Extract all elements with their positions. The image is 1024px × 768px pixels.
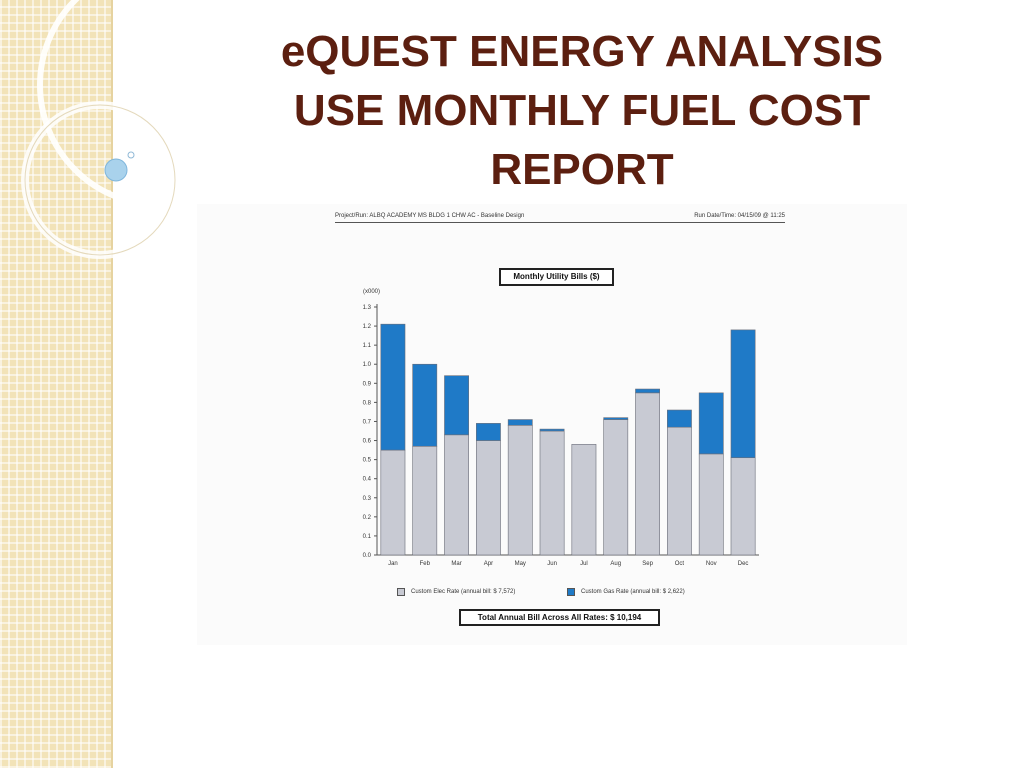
- y-tick-label: 1.2: [363, 324, 372, 330]
- slide-title: eQUEST ENERGY ANALYSIS USE MONTHLY FUEL …: [222, 22, 942, 199]
- bar-gas-oct: [667, 409, 692, 428]
- y-tick-label: 1.1: [363, 343, 372, 349]
- bar-elec-sep: [635, 392, 660, 556]
- bar-gas-nov: [698, 392, 724, 455]
- bar-gas-may: [507, 419, 533, 426]
- bar-elec-may: [507, 424, 533, 556]
- y-tick-label: 0.4: [363, 477, 372, 483]
- equest-report-image: Project/Run: ALBQ ACADEMY MS BLDG 1 CHW …: [197, 204, 907, 645]
- y-tick-label: 0.7: [363, 419, 372, 425]
- slide-title-line-2: USE MONTHLY FUEL COST: [293, 86, 871, 135]
- decorative-side-band: [0, 0, 113, 768]
- x-tick-label: Jan: [388, 561, 398, 567]
- x-tick-label: Sep: [642, 561, 653, 567]
- legend-swatch-elec: [397, 588, 405, 596]
- slide-title-line-3: REPORT: [490, 145, 674, 194]
- x-tick-label: Mar: [451, 561, 461, 567]
- bar-gas-feb: [412, 363, 438, 447]
- y-tick-label: 0.0: [363, 553, 372, 559]
- y-tick-label: 0.8: [363, 400, 372, 406]
- chart-legend: Custom Elec Rate (annual bill: $ 7,572) …: [397, 588, 737, 600]
- x-tick-label: Aug: [610, 561, 621, 567]
- report-header: Project/Run: ALBQ ACADEMY MS BLDG 1 CHW …: [335, 211, 785, 223]
- total-annual-bill: Total Annual Bill Across All Rates: $ 10…: [459, 609, 660, 626]
- project-run-label: Project/Run: ALBQ ACADEMY MS BLDG 1 CHW …: [335, 213, 525, 219]
- legend-label-elec: Custom Elec Rate (annual bill: $ 7,572): [411, 589, 516, 595]
- x-tick-label: Jun: [547, 561, 557, 567]
- legend-item-gas: Custom Gas Rate (annual bill: $ 2,622): [567, 588, 685, 596]
- y-tick-label: 0.1: [363, 534, 372, 540]
- x-tick-label: Apr: [484, 561, 493, 567]
- legend-swatch-gas: [567, 588, 575, 596]
- bar-elec-apr: [476, 440, 501, 556]
- chart-title: Monthly Utility Bills ($): [499, 268, 614, 286]
- bar-elec-nov: [698, 453, 724, 556]
- decorative-circles: [21, 0, 200, 259]
- y-tick-label: 0.9: [363, 381, 372, 387]
- run-datetime-label: Run Date/Time: 04/15/09 @ 11:25: [694, 213, 785, 219]
- bar-gas-jan: [380, 323, 406, 451]
- bar-elec-oct: [667, 426, 692, 556]
- y-tick-label: 1.0: [363, 362, 372, 368]
- y-tick-label: 0.3: [363, 496, 372, 502]
- y-tick-label: 1.3: [363, 305, 372, 311]
- y-tick-label: 0.2: [363, 515, 372, 521]
- x-tick-label: Feb: [420, 561, 431, 567]
- bar-gas-apr: [476, 423, 501, 441]
- bar-gas-mar: [444, 375, 469, 436]
- x-tick-label: Nov: [706, 561, 717, 567]
- x-tick-label: Jul: [580, 561, 588, 567]
- bar-elec-jul: [571, 444, 597, 556]
- bar-elec-aug: [603, 419, 629, 556]
- y-tick-label: 0.5: [363, 458, 372, 464]
- x-tick-label: Dec: [738, 561, 749, 567]
- legend-item-elec: Custom Elec Rate (annual bill: $ 7,572): [397, 588, 515, 596]
- bar-elec-feb: [412, 445, 438, 556]
- legend-label-gas: Custom Gas Rate (annual bill: $ 2,622): [581, 589, 685, 595]
- bar-elec-jan: [380, 449, 406, 556]
- bar-gas-sep: [635, 388, 660, 394]
- y-unit-label: (x000): [363, 289, 380, 295]
- x-tick-label: Oct: [675, 561, 685, 567]
- bar-elec-dec: [730, 457, 756, 556]
- bar-elec-jun: [539, 430, 565, 556]
- x-tick-label: May: [515, 561, 526, 567]
- bar-gas-aug: [603, 417, 629, 420]
- bar-gas-jun: [539, 428, 565, 432]
- slide-title-line-1: eQUEST ENERGY ANALYSIS: [280, 27, 884, 76]
- bar-elec-mar: [444, 434, 469, 556]
- y-tick-label: 0.6: [363, 439, 372, 445]
- monthly-utility-bills-chart: (x000) 0.0 0.1 0.2 0.3 0.4 0.5 0.6 0.7 0.8 0.9 1.0 1…: [363, 289, 759, 567]
- bar-gas-dec: [730, 329, 756, 459]
